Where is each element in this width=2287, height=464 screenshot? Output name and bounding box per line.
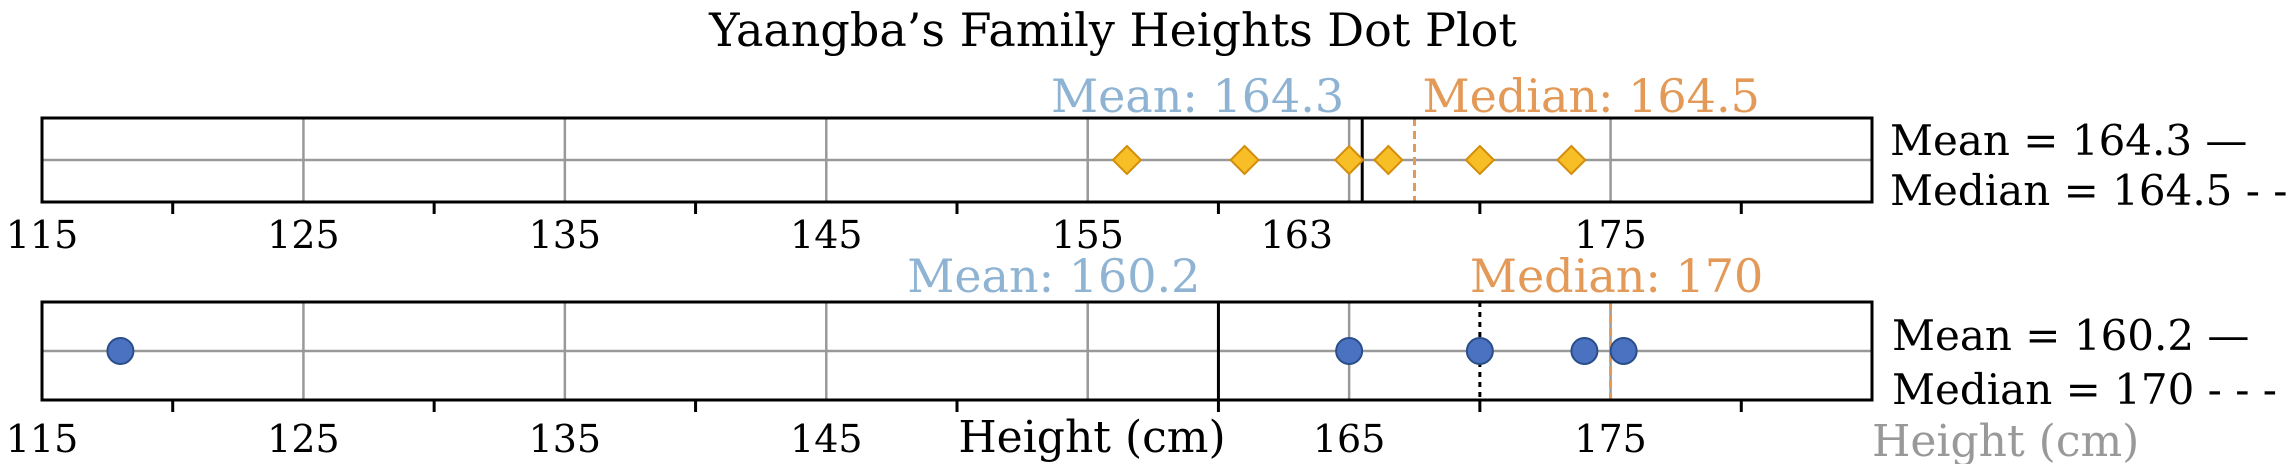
tick-label: 125	[267, 213, 340, 257]
tick-label: 115	[6, 417, 79, 461]
data-point-diamond	[1333, 144, 1365, 176]
dot-plot-panel-1: 115 125 135 145 155 163 175 Mean: 164.3 Median: …	[6, 69, 2287, 257]
x-axis-label: Height (cm)	[958, 412, 1225, 463]
data-point-diamond	[1111, 144, 1143, 176]
side-legend-mean: Mean = 164.3 —	[1890, 116, 2247, 165]
tick-label: 155	[1051, 213, 1124, 257]
tick-label: 175	[1574, 213, 1647, 257]
tick-label: 135	[529, 213, 602, 257]
median-label: Median: 170	[1470, 249, 1763, 303]
mean-label: Mean: 160.2	[907, 249, 1200, 303]
tick-label: 165	[1313, 417, 1386, 461]
data-point-diamond	[1464, 144, 1496, 176]
side-legend-mean: Mean = 160.2 —	[1892, 311, 2249, 360]
data-point-diamond	[1372, 144, 1404, 176]
data-point-circle	[1570, 337, 1599, 365]
tick-label: 125	[267, 417, 340, 461]
side-legend-median: Median = 170 - - -	[1892, 365, 2277, 414]
data-point-circle	[106, 337, 135, 365]
dot-plot-panel-2: 115 125 135 145 165 175 Mean: 160.2 Median: 170…	[6, 249, 2277, 464]
median-label: Median: 164.5	[1423, 69, 1760, 123]
data-point-circle	[1465, 337, 1494, 365]
side-legend-median: Median = 164.5 - - -	[1890, 166, 2287, 215]
tick-label: 145	[790, 417, 863, 461]
side-x-axis-label: Height (cm)	[1872, 416, 2139, 464]
tick-label: 115	[6, 213, 79, 257]
tick-label: 135	[529, 417, 602, 461]
tick-label: 175	[1574, 417, 1647, 461]
mean-label: Mean: 164.3	[1051, 69, 1344, 123]
data-point-diamond	[1555, 144, 1587, 176]
tick-label: 145	[790, 213, 863, 257]
data-point-diamond	[1229, 144, 1260, 176]
data-point-circle	[1335, 337, 1364, 365]
data-point-circle	[1609, 337, 1638, 365]
chart-title: Yaangba’s Family Heights Dot Plot	[708, 3, 1517, 57]
tick-label: 163	[1261, 213, 1334, 257]
